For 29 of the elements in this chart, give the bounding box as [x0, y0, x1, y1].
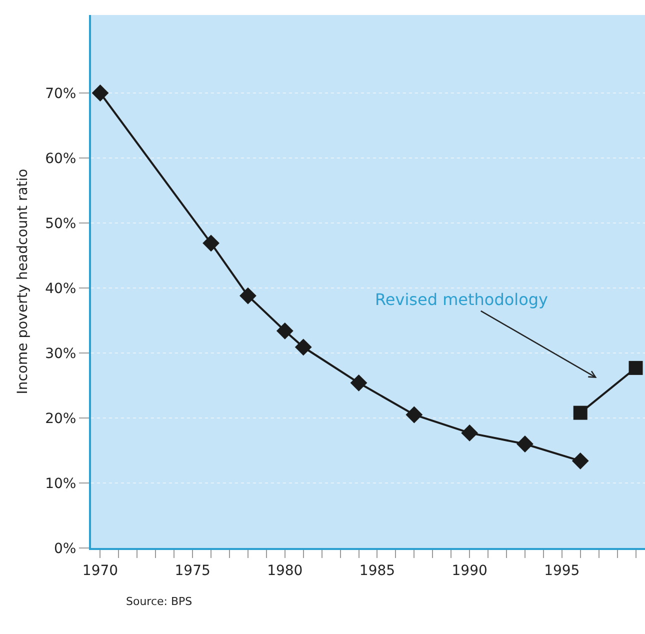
- y-tick-label: 20%: [45, 410, 76, 427]
- point: [628, 360, 643, 375]
- x-tick-label: 1975: [174, 562, 210, 579]
- point: [276, 322, 294, 340]
- x-tick-label: 1995: [544, 562, 580, 579]
- y-tick-label: 50%: [45, 216, 76, 232]
- point: [516, 436, 534, 452]
- y-axis-title: Income poverty headcount ratio: [15, 168, 32, 394]
- x-tick-label: 1970: [82, 562, 118, 579]
- x-tick-label: 1990: [452, 562, 488, 579]
- y-tick-label: 70%: [45, 86, 76, 102]
- point: [573, 406, 588, 420]
- point: [350, 374, 368, 392]
- point: [572, 452, 589, 470]
- point: [202, 234, 220, 252]
- y-tick-label: 40%: [45, 280, 76, 297]
- y-tick-label: 0%: [54, 540, 76, 557]
- y-tick-label: 60%: [45, 150, 76, 167]
- y-tick-label: 10%: [45, 476, 76, 492]
- point: [92, 84, 109, 102]
- point: [461, 424, 478, 442]
- annotation: Revised methodology: [375, 290, 548, 309]
- point: [240, 287, 256, 304]
- x-tick-label: 1985: [359, 562, 396, 579]
- point: [294, 338, 312, 356]
- x-tick-label: 1980: [267, 562, 303, 579]
- y-tick-label: 30%: [45, 346, 76, 362]
- point: [406, 406, 423, 424]
- source-note: Source: BPS: [126, 595, 192, 608]
